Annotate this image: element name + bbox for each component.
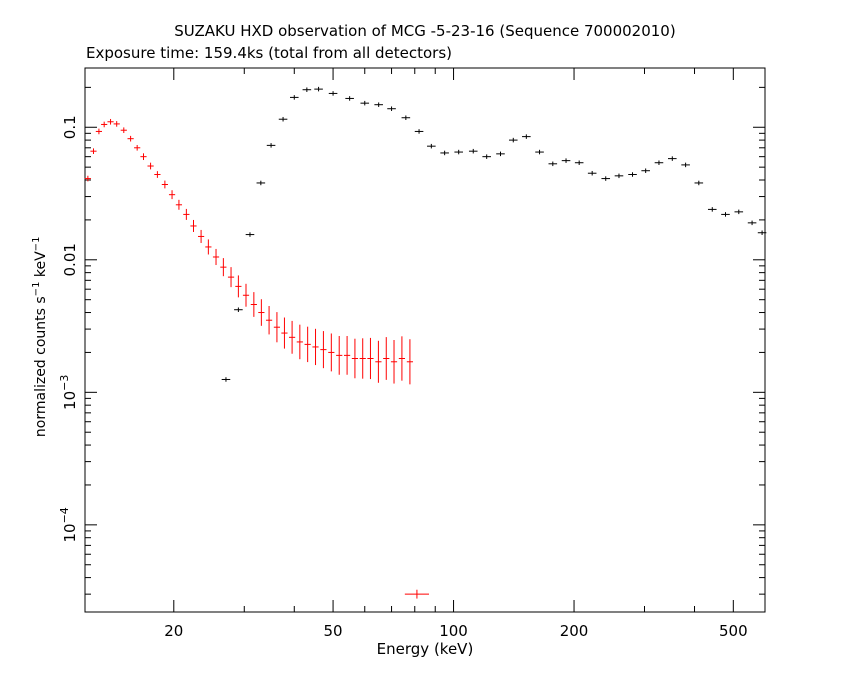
chart-subtitle: Exposure time: 159.4ks (total from all d…: [86, 44, 453, 62]
x-tick-label: 50: [324, 622, 343, 640]
y-tick-label: 10−4: [58, 507, 79, 542]
series-black: [221, 86, 767, 382]
y-axis-label: normalized counts s−1 keV−1: [31, 236, 49, 438]
y-tick-label: 10−3: [58, 375, 79, 410]
y-tick-label: 0.01: [61, 243, 79, 276]
chart-title: SUZAKU HXD observation of MCG -5-23-16 (…: [174, 22, 676, 40]
x-tick-label: 200: [560, 622, 589, 640]
x-tick-label: 20: [164, 622, 183, 640]
x-tick-label: 500: [719, 622, 748, 640]
x-axis-label: Energy (keV): [376, 640, 474, 658]
series-red: [84, 118, 430, 599]
y-tick-label: 0.1: [61, 115, 79, 139]
plot-frame: [84, 67, 766, 613]
x-tick-label: 100: [439, 622, 468, 640]
